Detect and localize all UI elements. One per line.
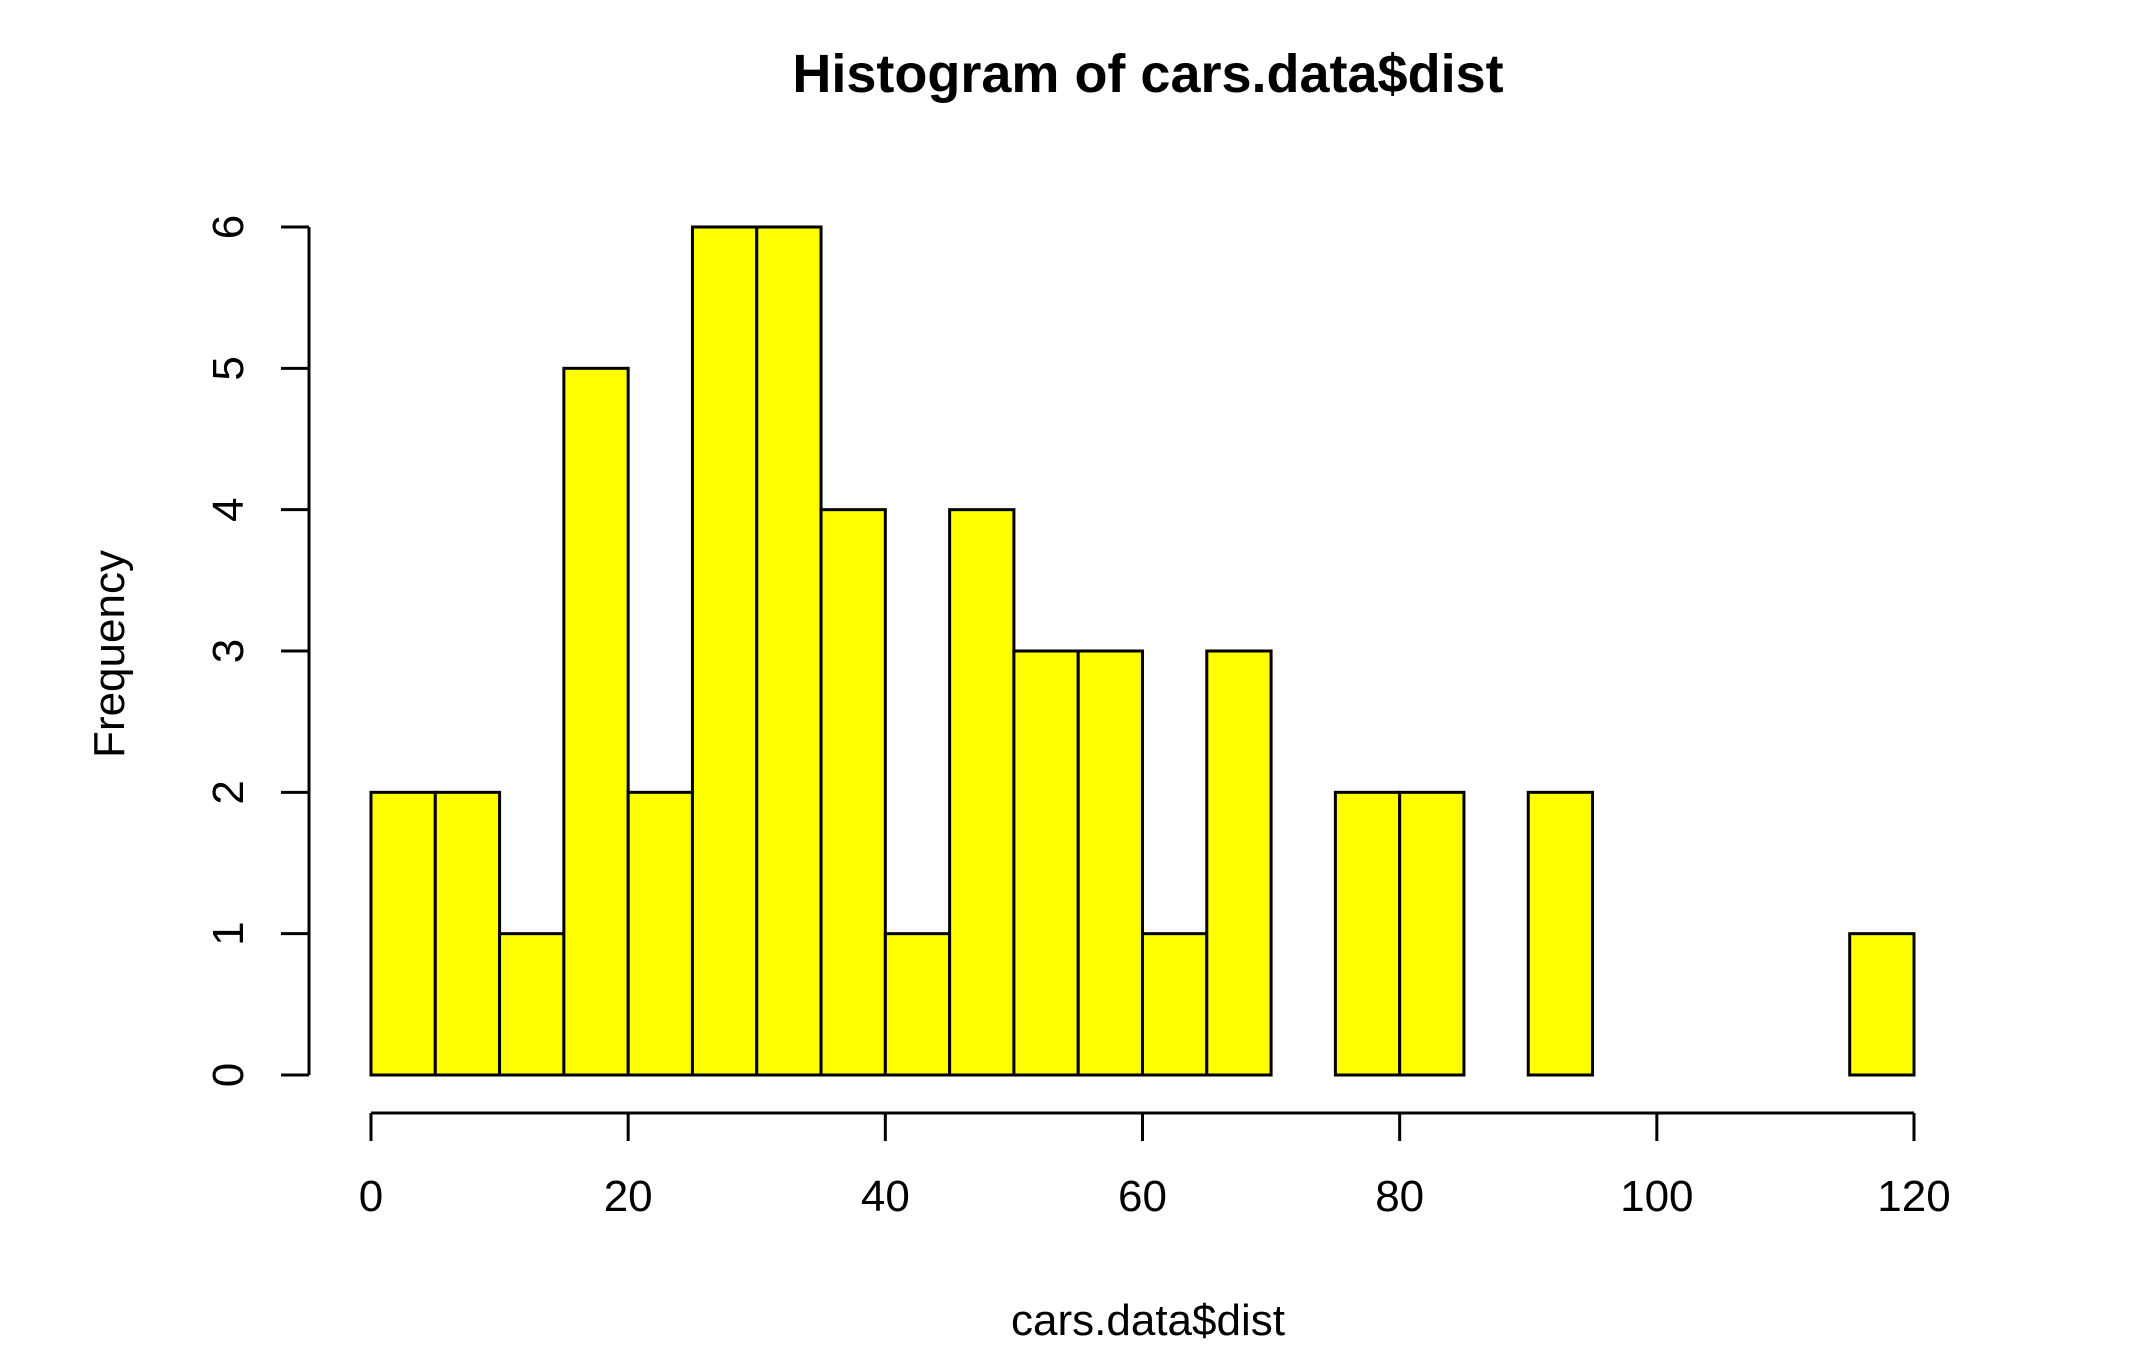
- histogram-bar: [1333, 790, 1402, 1077]
- histogram-bar: [1848, 932, 1916, 1077]
- histogram-bars: [369, 225, 1916, 1077]
- histogram-bar: [433, 790, 502, 1077]
- histogram-bar: [690, 225, 759, 1077]
- histogram-bar: [1205, 649, 1273, 1077]
- histogram-bar: [883, 932, 952, 1077]
- y-tick-label: 5: [204, 356, 253, 380]
- x-tick-label: 20: [604, 1172, 653, 1221]
- y-tick-label: 4: [204, 497, 253, 521]
- x-tick-label: 40: [861, 1172, 910, 1221]
- x-axis-label: cars.data$dist: [1011, 1296, 1285, 1345]
- histogram-bar: [498, 932, 566, 1077]
- x-axis: 0 20 40 60 80 100 120: [359, 1111, 1951, 1221]
- y-axis-label: Frequency: [85, 550, 134, 758]
- histogram-bar: [626, 790, 694, 1077]
- histogram-bar: [369, 790, 437, 1077]
- histogram-bar: [948, 508, 1016, 1077]
- y-tick-label: 0: [204, 1063, 253, 1087]
- x-tick-label: 120: [1877, 1172, 1950, 1221]
- histogram-bar: [819, 508, 887, 1077]
- histogram-bar: [1012, 649, 1080, 1077]
- y-axis: 0 1 2 3 4 5 6: [204, 215, 311, 1087]
- x-tick-label: 0: [359, 1172, 383, 1221]
- x-tick-label: 80: [1375, 1172, 1424, 1221]
- histogram-bar: [562, 366, 630, 1077]
- histogram-bar: [1141, 932, 1209, 1077]
- histogram-bar: [1526, 790, 1595, 1077]
- histogram-bar: [755, 225, 823, 1077]
- y-tick-label: 6: [204, 215, 253, 239]
- y-tick-label: 3: [204, 639, 253, 663]
- chart-title: Histogram of cars.data$dist: [792, 44, 1503, 104]
- histogram-bar: [1398, 790, 1466, 1077]
- x-tick-label: 60: [1118, 1172, 1167, 1221]
- y-tick-label: 2: [204, 780, 253, 804]
- x-tick-label: 100: [1620, 1172, 1693, 1221]
- y-tick-label: 1: [204, 921, 253, 945]
- histogram-bar: [1076, 649, 1145, 1077]
